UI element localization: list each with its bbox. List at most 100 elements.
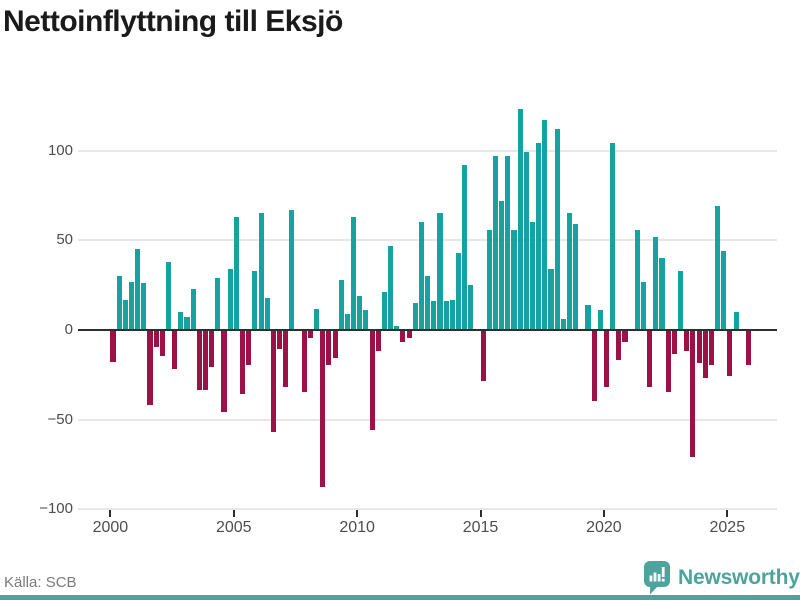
bar-2025-q1 (727, 331, 733, 377)
x-axis-tick-mark (602, 510, 605, 517)
bar-2019-q3 (591, 331, 597, 402)
bar-2000-q4 (128, 281, 135, 330)
bar-2001-q1 (135, 249, 141, 330)
bar-2009-q1 (332, 331, 338, 359)
bar-2019-q4 (597, 310, 603, 330)
bar-2005-q1 (233, 217, 239, 330)
bar-2012-q4 (425, 276, 431, 330)
bar-2002-q2 (165, 261, 172, 330)
x-axis-tick-mark (479, 510, 482, 517)
bar-2001-q3 (147, 331, 153, 405)
bar-2013-q2 (437, 213, 443, 330)
bar-2021-q4 (647, 331, 653, 387)
x-axis-tick-label: 2025 (709, 519, 746, 536)
bar-2014-q1 (455, 252, 462, 330)
bar-2010-q3 (369, 331, 375, 430)
bar-2023-q2 (684, 331, 690, 351)
bar-2023-q4 (696, 331, 702, 364)
bar-2021-q2 (634, 229, 640, 330)
bar-2013-q4 (449, 299, 455, 330)
bar-2009-q2 (338, 279, 344, 330)
y-axis-tick-label: −100 (39, 500, 73, 518)
bar-2005-q3 (246, 331, 252, 366)
bar-2010-q1 (357, 295, 363, 330)
y-axis-tick-label: 100 (47, 141, 73, 159)
bar-2012-q1 (406, 331, 412, 339)
bar-2008-q1 (307, 331, 313, 339)
bar-2002-q3 (172, 331, 178, 369)
newsworthy-icon (643, 560, 671, 596)
bar-2024-q4 (721, 251, 727, 330)
page-title: Nettoinflyttning till Eksjö (3, 5, 343, 38)
bar-2004-q3 (221, 331, 227, 412)
bar-2014-q3 (468, 285, 474, 330)
bar-2010-q2 (363, 310, 369, 330)
bar-2024-q3 (715, 206, 721, 330)
bar-2023-q3 (690, 331, 696, 457)
bar-2003-q3 (196, 331, 202, 391)
bar-2018-q2 (560, 319, 566, 330)
bar-2009-q4 (351, 217, 357, 330)
bar-2008-q3 (320, 331, 326, 488)
bar-2017-q1 (529, 222, 536, 330)
bar-2018-q3 (566, 213, 573, 330)
x-axis-tick-label: 2015 (462, 519, 499, 536)
bar-2002-q4 (178, 312, 184, 330)
bar-2024-q2 (708, 331, 714, 366)
bar-2007-q1 (283, 331, 289, 387)
bar-2017-q4 (548, 269, 554, 330)
y-axis-tick-label: 50 (56, 231, 73, 249)
bar-2015-q3 (492, 156, 499, 330)
newsworthy-logo[interactable]: Newsworthy (643, 560, 800, 596)
x-axis-tick-mark (356, 510, 359, 517)
bar-2015-q2 (486, 229, 492, 330)
bar-2022-q4 (671, 331, 677, 355)
bar-2003-q1 (184, 317, 190, 330)
bar-2022-q3 (665, 331, 671, 393)
bar-2004-q2 (215, 278, 221, 330)
bottom-accent-strip (0, 594, 800, 600)
bar-2001-q4 (153, 331, 159, 348)
bar-2018-q1 (554, 129, 560, 330)
bar-2020-q2 (610, 143, 616, 330)
bar-2022-q2 (659, 258, 665, 330)
zero-axis-line (78, 328, 777, 332)
bar-2009-q3 (344, 313, 350, 330)
bar-2000-q1 (110, 331, 116, 362)
bar-2024-q1 (702, 331, 708, 378)
bar-2016-q2 (511, 229, 517, 330)
bar-2023-q1 (677, 270, 684, 330)
bar-2005-q2 (239, 331, 246, 394)
gridline (78, 418, 777, 421)
bar-2006-q3 (270, 331, 276, 432)
bar-2004-q1 (209, 331, 215, 368)
bar-2025-q2 (733, 312, 739, 330)
x-axis-tick-label: 2005 (215, 519, 252, 536)
bar-2000-q2 (116, 276, 122, 330)
gridline (78, 239, 777, 242)
x-axis-tick-mark (726, 510, 729, 517)
bar-2011-q1 (381, 292, 387, 330)
bar-2025-q4 (745, 331, 751, 366)
bar-2002-q1 (159, 331, 165, 357)
bar-2003-q2 (190, 288, 196, 330)
bar-2022-q1 (653, 236, 659, 330)
bar-2012-q3 (418, 222, 425, 330)
bar-2017-q2 (536, 143, 542, 330)
bar-2007-q4 (301, 331, 307, 393)
bar-2001-q2 (141, 283, 147, 330)
bar-2005-q4 (252, 270, 258, 330)
bar-2013-q3 (443, 301, 449, 330)
x-axis-tick-label: 2020 (586, 519, 622, 536)
bar-2006-q1 (258, 213, 264, 330)
y-axis-tick-label: −50 (47, 410, 73, 428)
bar-2020-q3 (616, 331, 622, 360)
bar-2012-q2 (412, 303, 418, 330)
gridline (78, 508, 777, 511)
x-axis-tick-label: 2010 (339, 519, 375, 536)
bar-2018-q4 (573, 224, 579, 330)
bar-2007-q2 (289, 209, 295, 330)
bar-2011-q2 (388, 245, 394, 330)
y-axis-tick-label: 0 (64, 321, 73, 338)
